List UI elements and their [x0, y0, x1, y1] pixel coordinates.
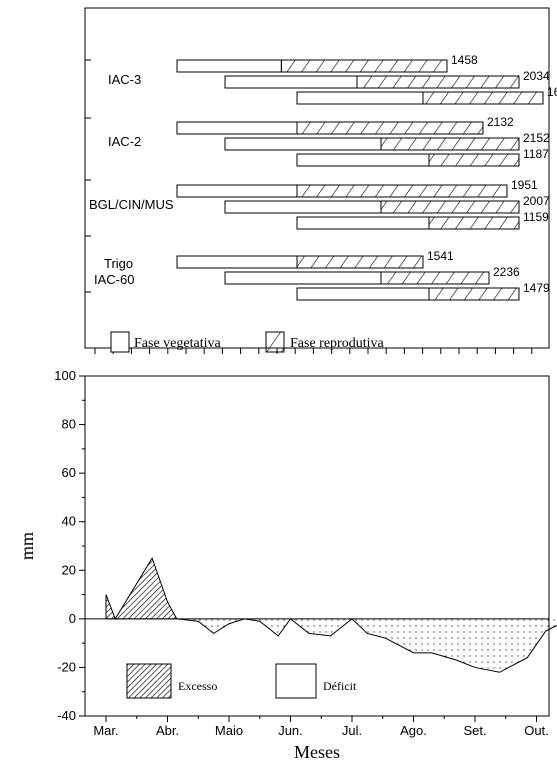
vegetative-phase-bar: [224, 200, 382, 214]
x-axis: Mar. Abr. Maio Jun. Jul. Ago. Set. Out.: [93, 716, 549, 738]
reproductive-phase-bar: [296, 121, 484, 135]
y-tick-label: 20: [62, 562, 76, 577]
phenology-frame: [84, 7, 550, 349]
reproductive-phase-bar: [428, 287, 520, 301]
legend-vegetative-label: Fase vegetativa: [134, 336, 221, 351]
y-tick-label: 60: [62, 465, 76, 480]
reproductive-phase-bar: [380, 271, 490, 285]
reproductive-phase-bar: [280, 59, 448, 73]
cultivar-label: Trigo IAC-60: [94, 256, 134, 287]
vegetative-phase-bar: [296, 287, 430, 301]
series-layer: [85, 556, 557, 673]
x-tick-label: Jul.: [342, 723, 362, 738]
bar-value-label: 2132: [487, 115, 514, 129]
bar-value-label: 2236: [493, 265, 520, 279]
plot-legend: Excesso Déficit: [126, 663, 357, 699]
reproductive-phase-bar: [428, 153, 520, 167]
x-tick-label: Mar.: [93, 723, 118, 738]
x-tick-label: Maio: [215, 723, 243, 738]
phenology-panel: IAC-3 1458 2034 1659 IAC-2 2132 2152 1187 BGL/CI…: [84, 7, 557, 354]
legend-excess-swatch: [126, 663, 172, 699]
cultivar-label: IAC-3: [108, 72, 141, 87]
cultivar-label-line: IAC-3: [108, 72, 141, 87]
phenology-legend: Fase vegetativa Fase reprodutiva: [110, 331, 384, 353]
y-tick-label: -20: [57, 659, 76, 674]
phenology-bottom-ticks: [94, 348, 533, 354]
legend-deficit-label: Déficit: [323, 679, 357, 693]
reproductive-phase-bar: [356, 75, 520, 89]
cultivar-label-line: BGL/CIN/MUS: [89, 197, 174, 212]
vegetative-phase-bar: [296, 91, 424, 105]
bar-value-label: 1159: [523, 210, 549, 224]
vegetative-phase-bar: [176, 59, 282, 73]
cultivar-group: IAC-2 2132 2152 1187: [108, 115, 550, 167]
cultivar-label-line: IAC-2: [108, 134, 141, 149]
deficit-line: [176, 618, 557, 673]
vegetative-phase-bar: [224, 75, 358, 89]
x-tick-label: Ago.: [400, 723, 427, 738]
reproductive-phase-bar: [380, 137, 520, 151]
cultivar-label: BGL/CIN/MUS: [89, 197, 174, 212]
cultivar-label: IAC-2: [108, 134, 141, 149]
legend-excess-label: Excesso: [178, 679, 217, 693]
reproductive-phase-bar: [380, 200, 520, 214]
legend-reproductive-swatch: [265, 331, 285, 353]
water-balance-chart: -40 -20 0 20 40 60 80 100 Mar. Abr. Maio Jun. Jul. A…: [17, 368, 557, 762]
y-tick-label: 40: [62, 514, 76, 529]
y-axis: -40 -20 0 20 40 60 80 100: [54, 368, 85, 723]
y-tick-label: 100: [54, 368, 76, 383]
phenology-bars: IAC-3 1458 2034 1659 IAC-2 2132 2152 1187 BGL/CI…: [89, 53, 557, 301]
bar-value-label: 1479: [523, 281, 550, 295]
reproductive-phase-bar: [296, 255, 424, 269]
cultivar-label-line: Trigo: [104, 256, 133, 271]
bar-value-label: 1541: [427, 249, 454, 263]
vegetative-phase-bar: [176, 121, 298, 135]
vegetative-phase-bar: [176, 184, 298, 198]
legend-reproductive-label: Fase reprodutiva: [290, 336, 384, 351]
x-tick-label: Set.: [463, 723, 486, 738]
reproductive-phase-bar: [296, 184, 508, 198]
excess-area: [105, 556, 178, 620]
vegetative-phase-bar: [176, 255, 298, 269]
legend-vegetative-swatch: [110, 331, 130, 353]
cultivar-group: BGL/CIN/MUS 1951 2007 1159: [89, 178, 550, 230]
phenology-left-ticks: [85, 59, 91, 293]
x-tick-label: Abr.: [156, 723, 179, 738]
vegetative-phase-bar: [296, 216, 430, 230]
vegetative-phase-bar: [224, 271, 382, 285]
deficit-area: [176, 618, 557, 673]
x-tick-label: Jun.: [278, 723, 303, 738]
bar-value-label: 1951: [511, 178, 538, 192]
bar-value-label: 1187: [523, 147, 549, 161]
bar-value-label: 2007: [523, 194, 550, 208]
cultivar-group: IAC-3 1458 2034 1659: [108, 53, 557, 105]
bar-value-label: 2152: [523, 131, 550, 145]
vegetative-phase-bar: [224, 137, 382, 151]
reproductive-phase-bar: [428, 216, 520, 230]
reproductive-phase-bar: [422, 91, 544, 105]
bar-value-label: 1458: [451, 53, 478, 67]
y-axis-title: mm: [17, 532, 37, 560]
bar-value-label: 2034: [523, 69, 550, 83]
cultivar-label-line: IAC-60: [94, 272, 134, 287]
x-tick-label: Out.: [524, 723, 549, 738]
x-axis-title: Meses: [294, 742, 340, 762]
legend-deficit-swatch: [275, 663, 317, 699]
y-tick-label: 0: [69, 611, 76, 626]
bar-value-label: 1659: [547, 85, 557, 99]
y-tick-label: 80: [62, 417, 76, 432]
y-tick-label: -40: [57, 708, 76, 723]
vegetative-phase-bar: [296, 153, 430, 167]
